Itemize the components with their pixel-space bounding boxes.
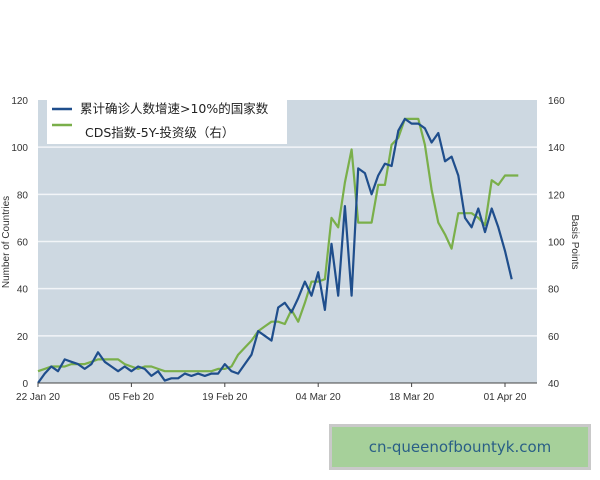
y2-tick-label: 120 bbox=[548, 190, 565, 201]
legend-box bbox=[47, 100, 287, 144]
y2-tick-label: 80 bbox=[548, 285, 560, 296]
y-tick-label: 0 bbox=[22, 379, 28, 390]
y-axis-ticks: 0 20 40 60 80 100 120 bbox=[11, 96, 28, 390]
y2-tick-label: 140 bbox=[548, 143, 565, 154]
x-axis-ticks: 22 Jan 20 05 Feb 20 19 Feb 20 04 Mar 20 18 M… bbox=[16, 383, 527, 403]
y-tick-label: 20 bbox=[17, 332, 29, 343]
y-tick-label: 80 bbox=[17, 190, 29, 201]
x-tick-label: 22 Jan 20 bbox=[16, 392, 60, 403]
y-axis-title: Number of Countries bbox=[1, 196, 12, 288]
y2-tick-label: 100 bbox=[548, 238, 565, 249]
y-tick-label: 100 bbox=[11, 143, 28, 154]
x-tick-label: 05 Feb 20 bbox=[109, 392, 154, 403]
y2-axis-title: Basis Points bbox=[569, 214, 580, 269]
y2-axis-ticks: 40 60 80 100 120 140 160 bbox=[548, 96, 565, 390]
y-tick-label: 40 bbox=[17, 285, 29, 296]
y-tick-label: 60 bbox=[17, 238, 29, 249]
legend-label-series1: 累计确诊人数增速>10%的国家数 bbox=[80, 101, 269, 116]
x-tick-label: 19 Feb 20 bbox=[202, 392, 247, 403]
x-tick-label: 01 Apr 20 bbox=[484, 392, 527, 403]
x-tick-label: 04 Mar 20 bbox=[296, 392, 341, 403]
watermark: cn-queenofbountyk.com bbox=[329, 424, 591, 470]
y-tick-label: 120 bbox=[11, 96, 28, 107]
y2-tick-label: 60 bbox=[548, 332, 560, 343]
series-countries-line bbox=[37, 117, 513, 384]
legend-label-series2: CDS指数-5Y-投资级（右） bbox=[85, 125, 234, 140]
series-lines bbox=[37, 117, 519, 384]
series-cds-line bbox=[37, 117, 519, 373]
x-tick-label: 18 Mar 20 bbox=[389, 392, 434, 403]
watermark-text: cn-queenofbountyk.com bbox=[368, 438, 552, 456]
y2-tick-label: 40 bbox=[548, 379, 560, 390]
legend: 累计确诊人数增速>10%的国家数 CDS指数-5Y-投资级（右） bbox=[47, 100, 287, 144]
y2-tick-label: 160 bbox=[548, 96, 565, 107]
